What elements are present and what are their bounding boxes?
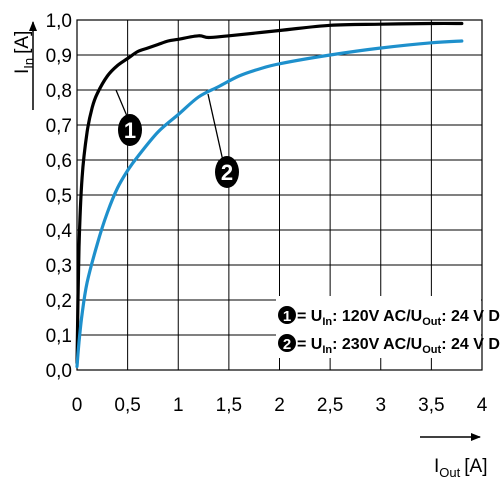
legend-item-2-out-sub: Out <box>422 344 441 356</box>
legend-item-1-out-sub: Out <box>422 316 441 328</box>
svg-text:IIn[A]: IIn [A] <box>12 31 36 74</box>
y-tick-label: 0,2 <box>46 291 72 312</box>
legend-item-2-suffix: : 24 V DC <box>441 336 500 353</box>
y-tick-labels: 0,0 0,1 0,2 0,3 0,4 0,5 0,6 0,7 0,8 0,9 1,0 <box>46 11 73 382</box>
x-tick-label: 0,5 <box>114 395 140 416</box>
series-2-marker: 2 <box>207 93 239 188</box>
legend-item-2-marker: 2 <box>283 336 291 353</box>
legend-item-1-marker: 1 <box>283 308 291 325</box>
legend-item-2-prefix: = U <box>297 336 322 353</box>
y-axis-title-sub: In <box>21 58 36 69</box>
legend: 1 = UIn: 120V AC/UOut: 24 V DC 2 = UIn: … <box>276 296 500 358</box>
x-tick-label: 2,5 <box>317 395 343 416</box>
legend-item-1: 1 = UIn: 120V AC/UOut: 24 V DC <box>278 306 500 328</box>
series-1-marker: 1 <box>115 89 142 146</box>
x-tick-label: 2 <box>274 395 285 416</box>
x-tick-label: 3 <box>375 395 386 416</box>
y-tick-label: 0,9 <box>46 46 72 67</box>
y-tick-label: 0,8 <box>46 81 72 102</box>
y-tick-label: 0,0 <box>46 361 72 382</box>
legend-item-1-text: = UIn: 120V AC/UOut: 24 V DC <box>297 308 500 328</box>
legend-item-1-prefix: = U <box>297 308 322 325</box>
x-tick-label: 3,5 <box>418 395 444 416</box>
y-axis-title-main: I <box>12 69 33 74</box>
x-tick-label: 0 <box>72 395 83 416</box>
series-1-line <box>75 21 464 365</box>
x-tick-label: 1 <box>173 395 184 416</box>
series-2-line <box>75 39 464 369</box>
legend-item-1-suffix: : 24 V DC <box>441 308 500 325</box>
legend-item-2-mid: : 230V AC/U <box>332 336 422 353</box>
x-axis-title-sub: Out <box>439 465 460 480</box>
y-tick-label: 0,5 <box>46 186 72 207</box>
y-tick-label: 0,4 <box>46 221 73 242</box>
series-1-marker-label: 1 <box>124 118 136 143</box>
x-axis-title-unit: [A] <box>464 456 487 477</box>
legend-item-2-in-sub: In <box>322 344 332 356</box>
x-axis-title-main: I <box>434 456 439 477</box>
x-tick-label: 1,5 <box>216 395 242 416</box>
y-tick-label: 0,3 <box>46 256 72 277</box>
x-tick-labels: 0 0,5 1 1,5 2 2,5 3 3,5 4 <box>72 395 488 416</box>
series-layer <box>75 21 464 369</box>
series-2-marker-label: 2 <box>221 160 233 185</box>
x-axis-title: IOut [A] <box>434 456 487 480</box>
legend-item-1-in-sub: In <box>322 316 332 328</box>
x-tick-label: 4 <box>477 395 488 416</box>
legend-item-1-mid: : 120V AC/U <box>332 308 422 325</box>
y-tick-label: 0,7 <box>46 116 72 137</box>
legend-box <box>276 296 481 358</box>
y-tick-label: 0,1 <box>46 326 72 347</box>
y-tick-label: 0,6 <box>46 151 72 172</box>
legend-item-2-text: = UIn: 230V AC/UOut: 24 V DC <box>297 336 500 356</box>
y-tick-label: 1,0 <box>46 11 72 32</box>
legend-item-2: 2 = UIn: 230V AC/UOut: 24 V DC <box>278 334 500 356</box>
y-axis-title-unit: [A] <box>12 31 33 54</box>
y-axis-title: IIn [A] <box>12 31 36 74</box>
